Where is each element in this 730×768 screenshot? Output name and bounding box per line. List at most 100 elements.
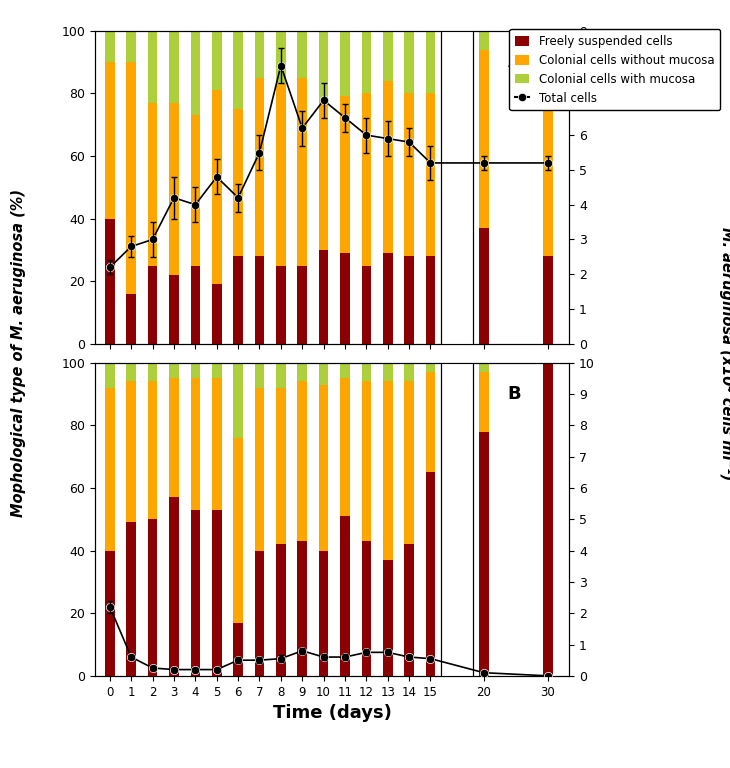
X-axis label: Time (days): Time (days) <box>273 704 391 722</box>
Bar <box>234 438 243 623</box>
Bar <box>147 362 158 382</box>
Bar <box>361 541 371 676</box>
Bar <box>276 266 285 344</box>
Bar <box>404 31 414 94</box>
Bar <box>404 94 414 257</box>
Bar <box>255 31 264 78</box>
Bar <box>383 253 393 344</box>
Bar <box>479 49 488 228</box>
Legend: Freely suspended cells, Colonial cells without mucosa, Colonial cells with mucos: Freely suspended cells, Colonial cells w… <box>510 29 721 111</box>
Bar <box>404 257 414 344</box>
Bar <box>319 31 328 100</box>
Bar <box>212 90 221 284</box>
Bar <box>105 388 115 551</box>
Bar <box>126 294 136 344</box>
Bar <box>126 62 136 294</box>
Bar <box>212 284 221 344</box>
Bar <box>212 362 221 379</box>
Bar <box>234 623 243 676</box>
Bar <box>105 551 115 676</box>
Bar <box>479 31 488 49</box>
Bar <box>191 510 200 676</box>
Bar <box>126 31 136 62</box>
Bar <box>147 31 158 103</box>
Bar <box>543 31 553 78</box>
Bar <box>169 31 179 103</box>
Bar <box>255 257 264 344</box>
Bar <box>340 516 350 676</box>
Text: Mophological type of M. aeruginosa (%): Mophological type of M. aeruginosa (%) <box>11 189 26 518</box>
Bar <box>276 362 285 388</box>
Bar <box>340 97 350 253</box>
Bar <box>361 266 371 344</box>
Text: A: A <box>508 53 522 71</box>
Bar <box>105 219 115 344</box>
Bar <box>276 545 285 676</box>
Bar <box>147 103 158 266</box>
Bar <box>169 103 179 275</box>
Bar <box>255 551 264 676</box>
Bar <box>105 362 115 388</box>
Bar <box>234 109 243 257</box>
Bar <box>383 382 393 560</box>
Bar <box>361 382 371 541</box>
Bar <box>212 31 221 90</box>
Bar <box>234 31 243 109</box>
Bar <box>404 362 414 382</box>
Bar <box>319 385 328 551</box>
Bar <box>234 362 243 438</box>
Bar <box>340 253 350 344</box>
Bar <box>297 31 307 78</box>
Bar <box>255 78 264 257</box>
Bar <box>234 257 243 344</box>
Bar <box>126 522 136 676</box>
Bar <box>191 379 200 510</box>
Bar <box>361 94 371 266</box>
Bar <box>543 362 553 676</box>
Bar <box>319 250 328 344</box>
Bar <box>297 362 307 382</box>
Bar <box>479 362 488 372</box>
Bar <box>297 266 307 344</box>
Bar <box>255 388 264 551</box>
Bar <box>297 541 307 676</box>
Bar <box>169 362 179 379</box>
Bar <box>340 31 350 97</box>
Bar <box>191 115 200 266</box>
Bar <box>441 362 473 676</box>
Bar <box>383 560 393 676</box>
Bar <box>105 62 115 219</box>
Text: M. aeruginosa (x10⁴ cells ml⁻¹): M. aeruginosa (x10⁴ cells ml⁻¹) <box>719 227 730 480</box>
Bar <box>543 257 553 344</box>
Bar <box>276 388 285 545</box>
Bar <box>276 84 285 266</box>
Bar <box>340 362 350 379</box>
Bar <box>191 31 200 115</box>
Bar <box>276 31 285 84</box>
Bar <box>319 362 328 385</box>
Bar <box>297 382 307 541</box>
Text: B: B <box>508 385 521 402</box>
Bar <box>212 379 221 510</box>
Bar <box>212 510 221 676</box>
Bar <box>255 362 264 388</box>
Bar <box>404 545 414 676</box>
Bar <box>441 31 473 344</box>
Bar <box>319 100 328 250</box>
Bar <box>479 432 488 676</box>
Bar <box>426 257 435 344</box>
Bar <box>147 266 158 344</box>
Bar <box>426 362 435 372</box>
Bar <box>426 472 435 676</box>
Bar <box>169 498 179 676</box>
Bar <box>126 362 136 382</box>
Bar <box>404 382 414 545</box>
Bar <box>441 31 473 344</box>
Bar <box>169 275 179 344</box>
Bar <box>147 382 158 519</box>
Bar <box>191 362 200 379</box>
Bar <box>426 94 435 257</box>
Bar <box>126 382 136 522</box>
Bar <box>361 362 371 382</box>
Bar <box>191 266 200 344</box>
